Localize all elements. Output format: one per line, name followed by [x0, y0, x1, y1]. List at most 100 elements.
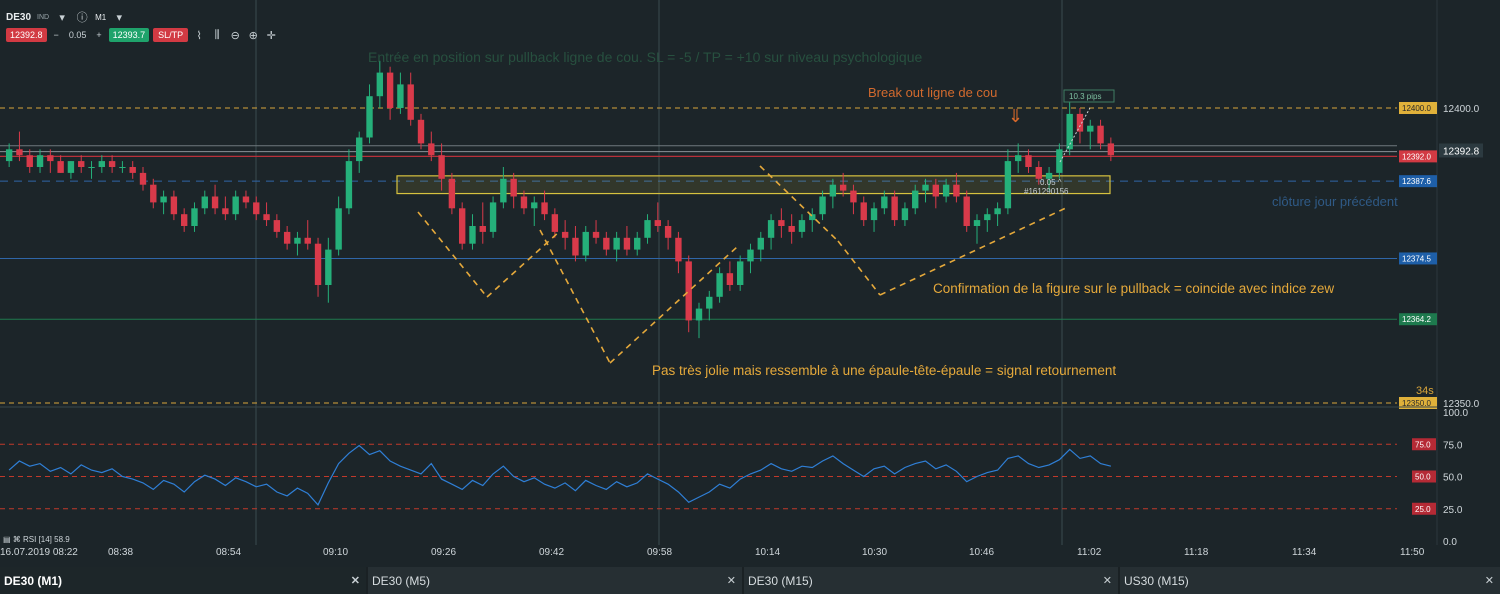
candle-body [1035, 167, 1042, 179]
tab-label: US30 (M15) [1124, 573, 1189, 588]
candle-body [438, 155, 445, 179]
current-price-tag [1439, 143, 1483, 158]
breakout-arrow-icon: ⇓ [1008, 106, 1023, 127]
candle-body [1107, 143, 1115, 156]
candle-body [397, 84, 404, 108]
close-icon[interactable]: ✕ [1102, 575, 1112, 587]
candle-body [736, 261, 744, 285]
zoom-out-icon[interactable]: ⊖ [230, 29, 240, 42]
close-icon[interactable]: ✕ [1484, 575, 1494, 587]
breakout-note: Break out ligne de cou [868, 85, 997, 100]
candle-body [747, 249, 754, 262]
candle-body [211, 196, 219, 209]
candle-body [860, 202, 867, 221]
candle-body [1004, 161, 1012, 209]
rsi-tag [1412, 502, 1436, 515]
candle-body [819, 196, 826, 215]
volume-decrease-icon[interactable]: − [53, 30, 59, 40]
candle-body [345, 161, 353, 209]
buy-button[interactable]: 12393.7 [108, 28, 150, 42]
candle-body [716, 273, 723, 297]
candle-body [510, 178, 517, 197]
confirmation-note: Confirmation de la figure sur le pullbac… [933, 281, 1334, 296]
candle-body [634, 237, 641, 250]
candle-body [1097, 125, 1104, 144]
candle-body [1045, 172, 1053, 179]
pips-box [1063, 89, 1115, 103]
candle-body [283, 231, 291, 244]
candle-body [901, 208, 909, 221]
close-icon[interactable]: ✕ [726, 575, 736, 587]
timeframe-label[interactable]: M1 [95, 12, 107, 22]
candle-body [407, 84, 414, 120]
candle-body [942, 184, 950, 197]
sell-button[interactable]: 12392.8 [6, 28, 47, 42]
tab-label: DE30 (M15) [748, 573, 813, 588]
prev-close-note: clôture jour précédent [1272, 194, 1398, 209]
price-tag [1399, 397, 1437, 409]
chevron-down-icon[interactable]: ▾ [116, 11, 122, 24]
pattern-line [609, 246, 738, 364]
candle-body [242, 196, 250, 203]
candle-body [675, 237, 682, 262]
candle-body [1087, 125, 1094, 132]
candle-body [253, 202, 260, 215]
pattern-line [759, 165, 839, 242]
price-tag-label: 12374.5 [1402, 254, 1431, 263]
chevron-down-icon[interactable]: ▾ [59, 11, 65, 24]
candle-icon[interactable]: ⫼ [214, 28, 220, 41]
time-label: 09:58 [647, 547, 672, 558]
candle-body [788, 226, 795, 232]
line-chart-icon[interactable]: ⌇ [196, 29, 202, 42]
candle-body [778, 220, 785, 226]
volume-increase-icon[interactable]: + [96, 30, 102, 40]
candle-body [47, 155, 54, 162]
candle-body [973, 220, 981, 226]
rsi-tag-label: 50.0 [1415, 473, 1431, 482]
zoom-in-icon[interactable]: ⊕ [248, 29, 258, 42]
candle-body [829, 184, 837, 197]
chart-canvas[interactable]: ⇓ 10.3 pips 0.05 ^#161290156 Entrée en posi… [0, 0, 1500, 567]
price-tag [1399, 175, 1437, 188]
candle-body [335, 208, 342, 250]
tab-de30-m5[interactable]: DE30 (M5) ✕ [368, 567, 744, 594]
time-label: 11:18 [1184, 547, 1209, 558]
candle-body [881, 196, 888, 209]
rsi-axis-label: 50.0 [1443, 473, 1463, 484]
symbol-name[interactable]: DE30 [6, 11, 32, 23]
candle-body [839, 184, 847, 191]
current-price-label: 12392.8 [1443, 146, 1480, 157]
spread-value[interactable]: 0.05 [68, 30, 87, 40]
price-tag [1399, 252, 1437, 265]
tab-de30-m1[interactable]: DE30 (M1) ✕ [0, 567, 368, 594]
time-label: 09:42 [539, 547, 564, 558]
tab-de30-m15[interactable]: DE30 (M15) ✕ [744, 567, 1120, 594]
candle-body [489, 202, 497, 232]
rsi-axis-label: 100.0 [1443, 408, 1468, 419]
close-icon[interactable]: ✕ [350, 575, 360, 587]
candle-body [119, 167, 126, 168]
time-label: 09:26 [431, 547, 456, 558]
candle-body [376, 72, 384, 97]
crosshair-icon[interactable]: ✛ [266, 29, 276, 42]
candle-body [953, 184, 960, 197]
candle-body [850, 190, 857, 203]
candle-body [541, 202, 548, 215]
candle-body [994, 208, 1001, 215]
time-label: 09:10 [323, 547, 348, 558]
tab-label: DE30 (M5) [372, 573, 431, 588]
tab-us30-m15[interactable]: US30 (M15) ✕ [1120, 567, 1500, 594]
neckline-zone [396, 175, 1111, 195]
price-label: 12350.0 [1443, 399, 1480, 410]
sltp-button[interactable]: SL/TP [153, 28, 189, 42]
pattern-note: Pas très jolie mais ressemble à une épau… [652, 363, 1116, 378]
candle-body [366, 96, 373, 138]
info-icon[interactable]: ⓘ [76, 12, 88, 24]
candle-body [386, 72, 394, 108]
pattern-line [539, 229, 611, 364]
candle-body [1066, 113, 1073, 150]
price-tag [1399, 150, 1437, 163]
candle-body [88, 167, 95, 168]
order-volume: 0.05 ^ [1040, 178, 1062, 187]
